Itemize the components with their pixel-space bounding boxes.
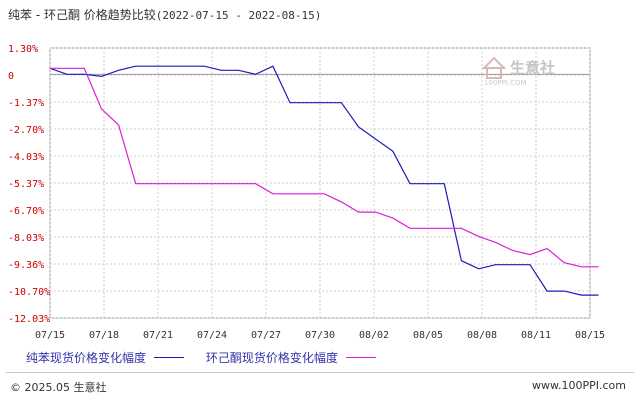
footer-divider [6, 372, 634, 373]
series-line-cyclohexanone [50, 67, 599, 268]
chart-title: 纯苯 - 环己酮 价格趋势比较(2022-07-15 - 2022-08-15) [8, 6, 321, 23]
x-tick-label: 07/18 [89, 330, 119, 341]
x-tick-label: 08/05 [413, 330, 443, 341]
y-tick-label: -9.36% [8, 260, 44, 271]
x-tick-label: 08/15 [575, 330, 605, 341]
x-tick-label: 07/27 [251, 330, 281, 341]
x-tick-label: 07/30 [305, 330, 335, 341]
series-line-benzene [49, 65, 599, 296]
y-tick-label: -4.03% [8, 152, 44, 163]
x-tick-label: 07/15 [35, 330, 65, 341]
y-axis-labels: 1.30% 0 -1.37% -2.70% -4.03% -5.37% -6.70% -8.0… [8, 44, 50, 325]
y-tick-label: -1.37% [8, 98, 44, 109]
x-tick-label: 08/11 [521, 330, 551, 341]
x-tick-label: 08/02 [359, 330, 389, 341]
legend-item-cyclohexanone: 环己酮现货价格变化幅度 [206, 349, 376, 366]
y-tick-label: -8.03% [8, 233, 44, 244]
watermark-text: 生意社 [510, 59, 555, 77]
grid [49, 47, 591, 319]
watermark-logo-icon [481, 56, 507, 79]
footer-copyright: © 2025.05 生意社 [10, 381, 107, 394]
x-tick-label: 08/08 [467, 330, 497, 341]
y-tick-label: 1.30% [8, 44, 38, 55]
series-lines [49, 65, 599, 296]
x-tick-label: 07/24 [197, 330, 227, 341]
watermark-subtext: 100PPI.COM [484, 79, 527, 87]
x-tick-label: 07/21 [143, 330, 173, 341]
chart-title-range: (2022-07-15 - 2022-08-15) [155, 9, 322, 22]
legend-label-benzene: 纯苯现货价格变化幅度 [26, 351, 147, 365]
legend: 纯苯现货价格变化幅度 环己酮现货价格变化幅度 [26, 349, 394, 366]
x-axis-labels: 07/15 07/18 07/21 07/24 07/27 07/30 08/02 08/05… [35, 330, 605, 341]
y-tick-label: 0 [8, 71, 14, 82]
legend-label-cyclohexanone: 环己酮现货价格变化幅度 [205, 351, 338, 365]
chart-title-main: 纯苯 - 环己酮 价格趋势比较 [8, 8, 156, 22]
y-tick-label: -2.70% [8, 125, 44, 136]
legend-swatch-cyclohexanone [345, 357, 376, 358]
legend-swatch-benzene [154, 357, 185, 358]
footer-site-link[interactable]: www.100PPI.com [532, 379, 626, 392]
y-tick-label: -5.37% [8, 179, 44, 190]
legend-item-benzene: 纯苯现货价格变化幅度 [26, 349, 185, 366]
y-tick-label: -12.03% [8, 314, 50, 325]
watermark: 生意社 100PPI.COM [481, 56, 555, 87]
y-tick-label: -6.70% [8, 206, 44, 217]
y-tick-label: -10.70% [8, 287, 50, 298]
